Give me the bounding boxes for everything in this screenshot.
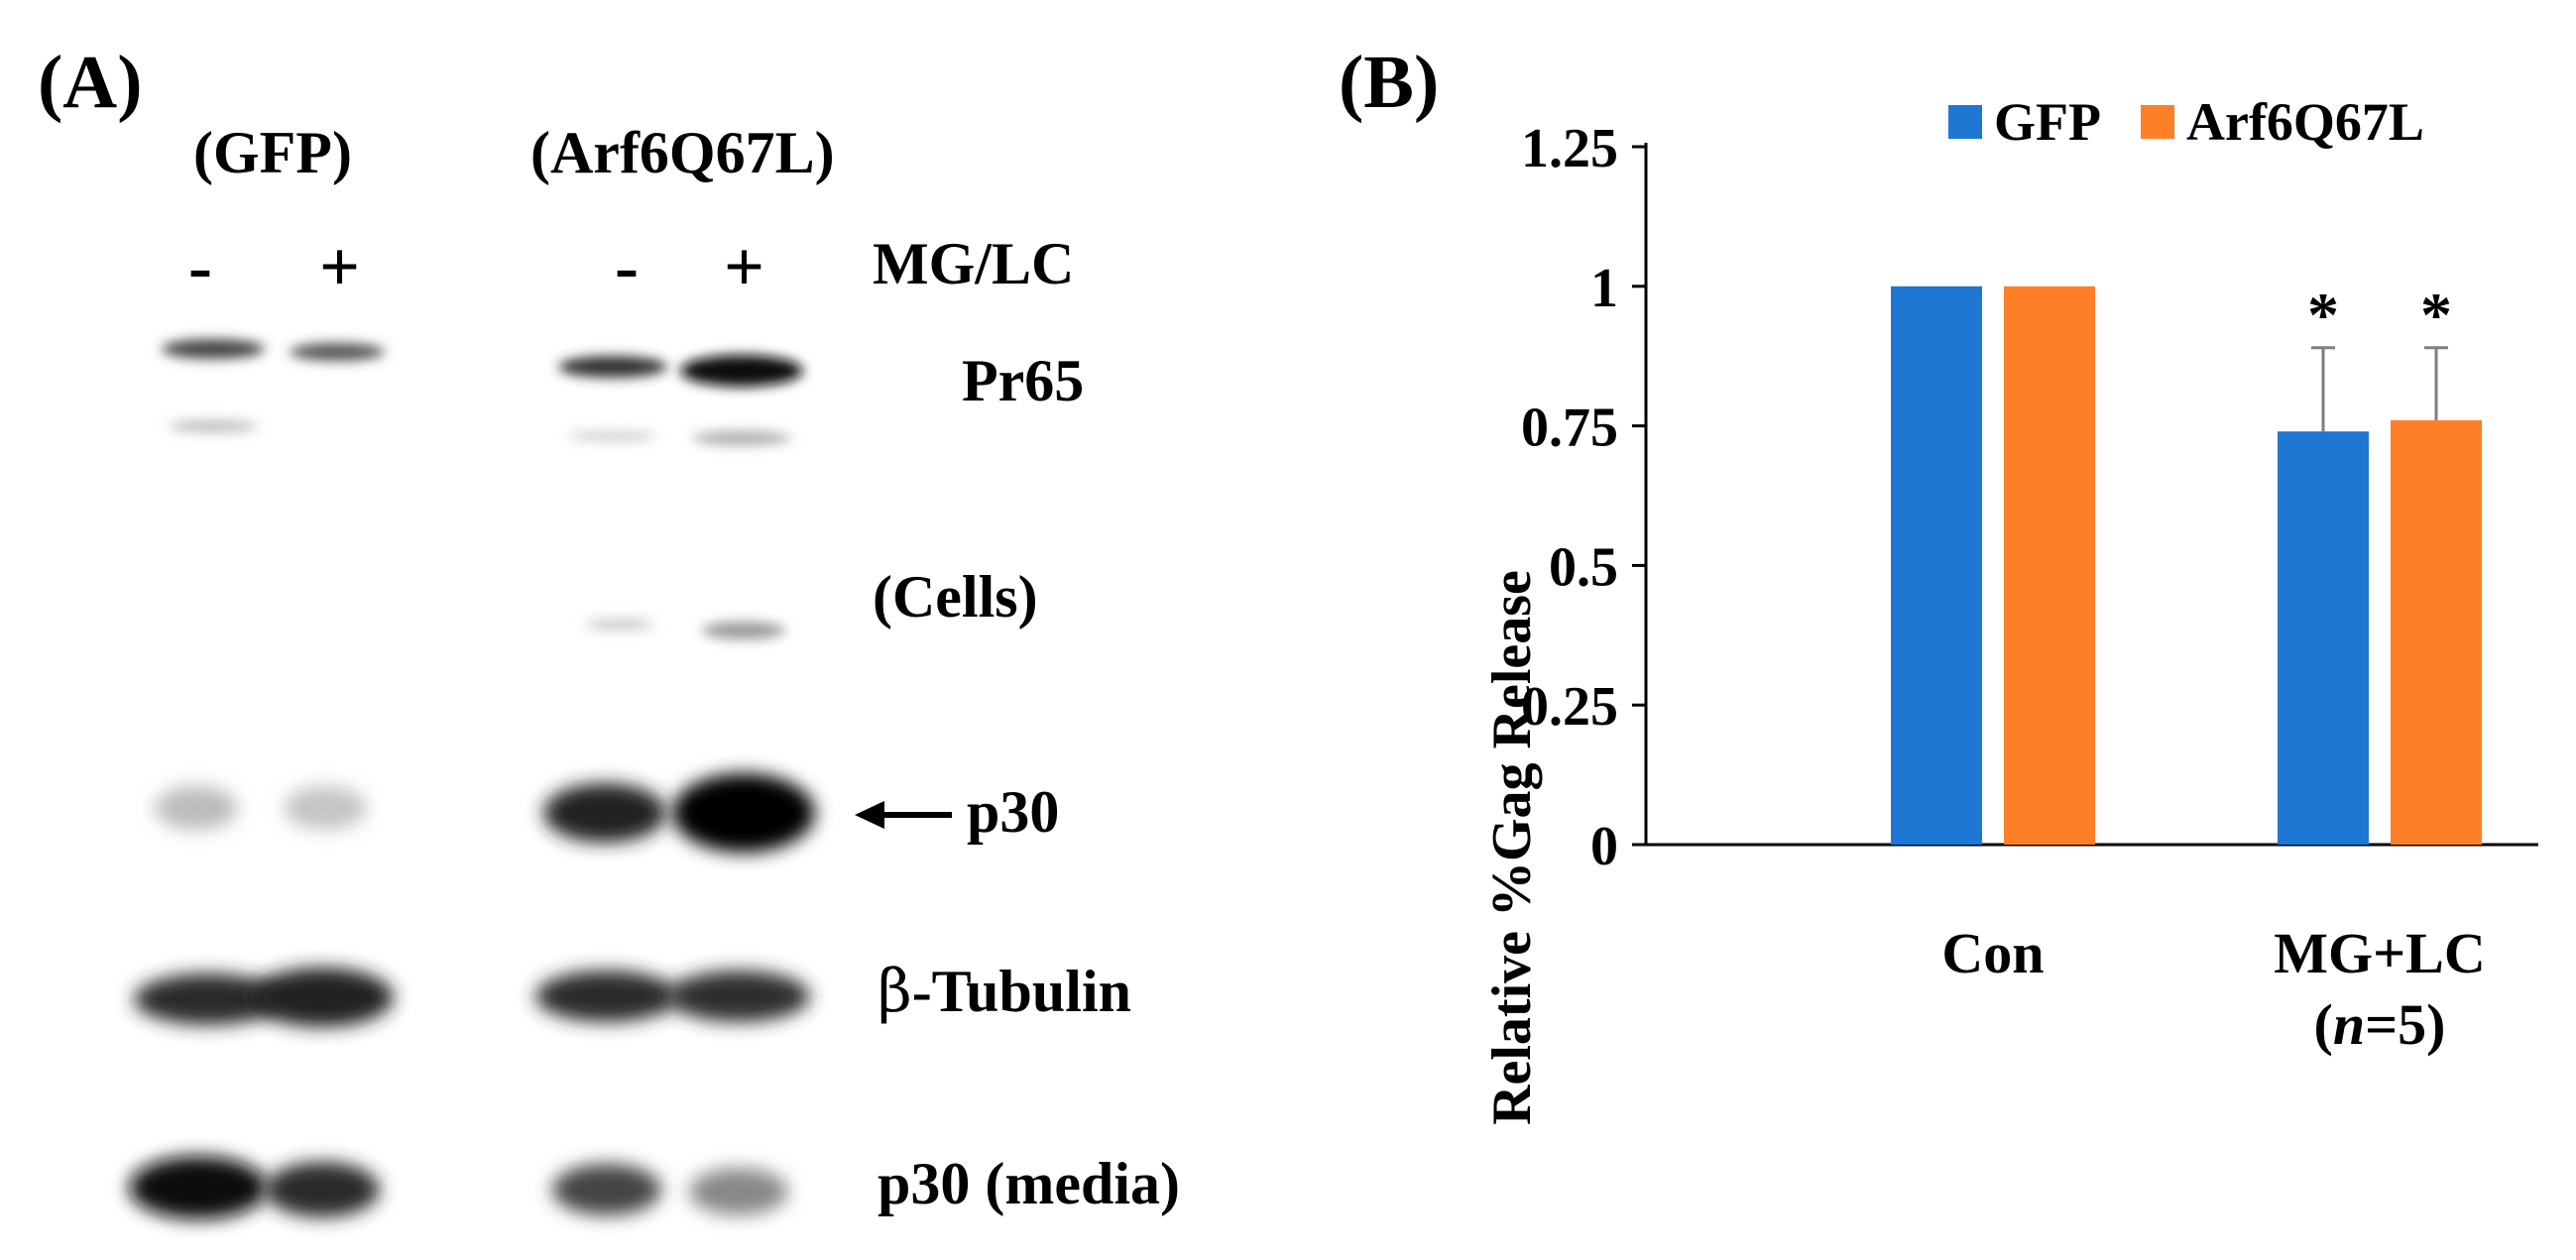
band-pr65-lane-4 — [680, 355, 803, 387]
lane-sign-1: - — [188, 227, 212, 306]
band-tubulin-lane-1 — [134, 974, 283, 1025]
band-p30-media-lane-1 — [129, 1156, 268, 1219]
group-label-gfp: (GFP) — [193, 120, 352, 185]
band-tubulin-lane-4 — [667, 971, 810, 1022]
bar-gfp-0 — [1891, 286, 1982, 845]
lane-sign-3: - — [615, 227, 639, 306]
faint-band-lane-1 — [169, 420, 258, 432]
significance-mark: * — [2420, 280, 2452, 350]
tubulin-prefix: β — [878, 957, 912, 1026]
band-p30-lane-2 — [284, 786, 367, 830]
tubulin-name: -Tubulin — [911, 959, 1131, 1024]
legend-swatch-gfp — [1948, 105, 1982, 139]
faint-cells-band-lane-4 — [702, 622, 785, 639]
significance-mark: * — [2307, 280, 2339, 350]
bar-arf6q67l-1 — [2391, 419, 2482, 845]
faint-cells-band-lane-3 — [585, 619, 654, 630]
band-label-tubulin: β-Tubulin — [878, 957, 1131, 1026]
bar-gfp-1 — [2278, 431, 2369, 845]
band-tubulin-lane-2 — [251, 968, 394, 1027]
legend: GFP Arf6Q67L — [1948, 91, 2424, 153]
y-axis-label: Relative %Gag Release — [1481, 570, 1543, 1125]
treatment-label: MG/LC — [873, 231, 1075, 296]
panel-a-label: (A) — [38, 41, 143, 124]
faint-band-lane-4 — [692, 431, 791, 445]
bar-arf6q67l-0 — [2004, 286, 2095, 845]
band-tubulin-lane-3 — [535, 971, 678, 1022]
note-suffix: =5) — [2365, 992, 2446, 1057]
x-category-mglc: MG+LC — [2274, 921, 2486, 985]
faint-band-lane-3 — [568, 431, 657, 441]
band-pr65-lane-1 — [162, 339, 265, 359]
band-p30-media-lane-4 — [689, 1168, 788, 1215]
band-p30-lane-4 — [672, 773, 815, 853]
x-category-note: (n=5) — [2314, 991, 2446, 1058]
band-label-cells: (Cells) — [873, 564, 1038, 630]
note-prefix: ( — [2313, 992, 2333, 1057]
y-tick-label: 0.25 — [1521, 676, 1618, 738]
panel-b-label: (B) — [1339, 41, 1440, 124]
band-p30-media-lane-3 — [552, 1164, 661, 1215]
y-tick-label: 0 — [1590, 816, 1618, 877]
p30-arrow — [855, 801, 952, 829]
x-category-con: Con — [1941, 921, 2045, 985]
legend-label-gfp: GFP — [1994, 92, 2101, 152]
band-p30-media-lane-2 — [265, 1162, 380, 1217]
band-label-pr65: Pr65 — [962, 348, 1085, 413]
band-p30-lane-3 — [543, 783, 666, 843]
legend-swatch-arf6q67l — [2140, 105, 2174, 139]
y-tick-label: 1.25 — [1521, 118, 1618, 179]
band-pr65-lane-3 — [558, 356, 667, 378]
legend-label-arf6q67l: Arf6Q67L — [2185, 92, 2424, 152]
y-tick-label: 1 — [1590, 258, 1618, 319]
lane-sign-4: + — [724, 227, 765, 306]
lane-sign-2: + — [319, 227, 361, 306]
band-label-p30-media: p30 (media) — [878, 1151, 1180, 1216]
note-n: n — [2332, 992, 2366, 1057]
group-label-arf6q67l: (Arf6Q67L) — [530, 120, 835, 185]
band-label-p30: p30 — [967, 779, 1060, 845]
y-tick-label: 0.5 — [1549, 536, 1618, 598]
band-p30-lane-1 — [155, 786, 238, 830]
y-tick-label: 0.75 — [1521, 398, 1618, 459]
band-pr65-lane-2 — [290, 343, 385, 361]
